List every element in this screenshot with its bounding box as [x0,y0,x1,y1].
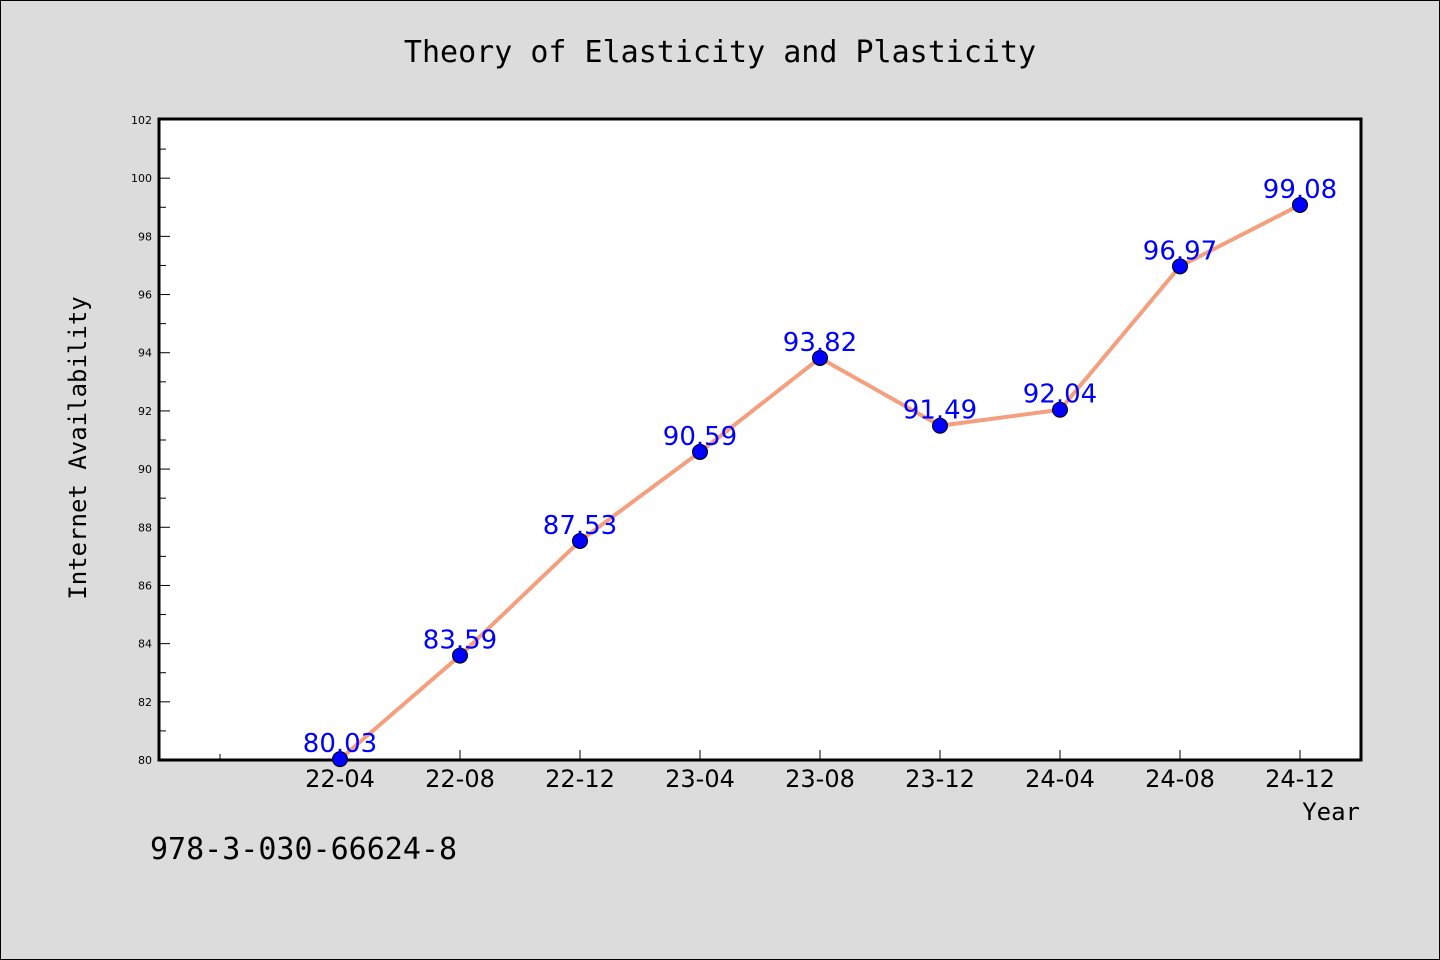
x-tick-label: 24-12 [1265,765,1335,793]
data-label: 87.53 [543,511,617,541]
x-axis-ticks: 22-04 22-08 22-12 23-04 23-08 23-12 24-04 24-08… [219,750,1335,793]
data-labels-group: 80.03 83.59 87.53 90.59 93.82 91.49 92.04 96.97… [303,175,1337,759]
y-tick-label: 84 [138,638,152,651]
data-label: 96.97 [1143,236,1217,266]
isbn-text: 978-3-030-66624-8 [150,832,458,867]
data-label: 99.08 [1263,175,1337,205]
y-tick-label: 88 [138,521,152,534]
data-label: 91.49 [903,396,977,426]
y-tick-label: 96 [138,289,152,302]
y-tick-label: 102 [131,114,152,127]
data-point [812,349,828,366]
y-tick-label: 86 [138,579,152,592]
data-point [1292,196,1308,213]
y-tick-label: 80 [138,754,152,767]
y-tick-label: 94 [138,347,152,360]
x-tick-label: 23-08 [785,765,855,793]
data-label: 92.04 [1023,380,1097,410]
data-point [452,647,468,664]
data-label: 83.59 [423,626,497,656]
data-point [1052,401,1068,418]
series-group [332,196,1308,768]
data-point [932,417,948,434]
plot-area [157,117,1363,762]
data-point [692,443,708,460]
y-tick-label: 90 [138,463,152,476]
y-tick-label: 82 [138,696,152,709]
x-tick-label: 23-12 [905,765,975,793]
data-point [572,532,588,549]
data-label: 80.03 [303,729,377,759]
y-tick-label: 92 [138,405,152,418]
x-tick-label: 24-04 [1025,765,1095,793]
x-tick-label: 23-04 [665,765,735,793]
x-tick-label: 24-08 [1145,765,1215,793]
y-tick-label: 98 [138,230,152,243]
x-tick-label: 22-04 [305,765,375,793]
data-point [332,751,348,768]
data-label: 90.59 [663,422,737,452]
data-label: 93.82 [783,328,857,358]
x-axis-label: Year [1302,798,1360,826]
x-tick-label: 22-12 [545,765,615,793]
data-point [1172,258,1188,275]
y-axis-label: Internet Availability [64,296,92,599]
y-tick-label: 100 [131,172,152,185]
y-axis-ticks: 80 82 84 86 88 90 92 94 96 98 100 102 [131,114,170,767]
chart-title: Theory of Elasticity and Plasticity [404,35,1036,70]
x-tick-label: 22-08 [425,765,495,793]
